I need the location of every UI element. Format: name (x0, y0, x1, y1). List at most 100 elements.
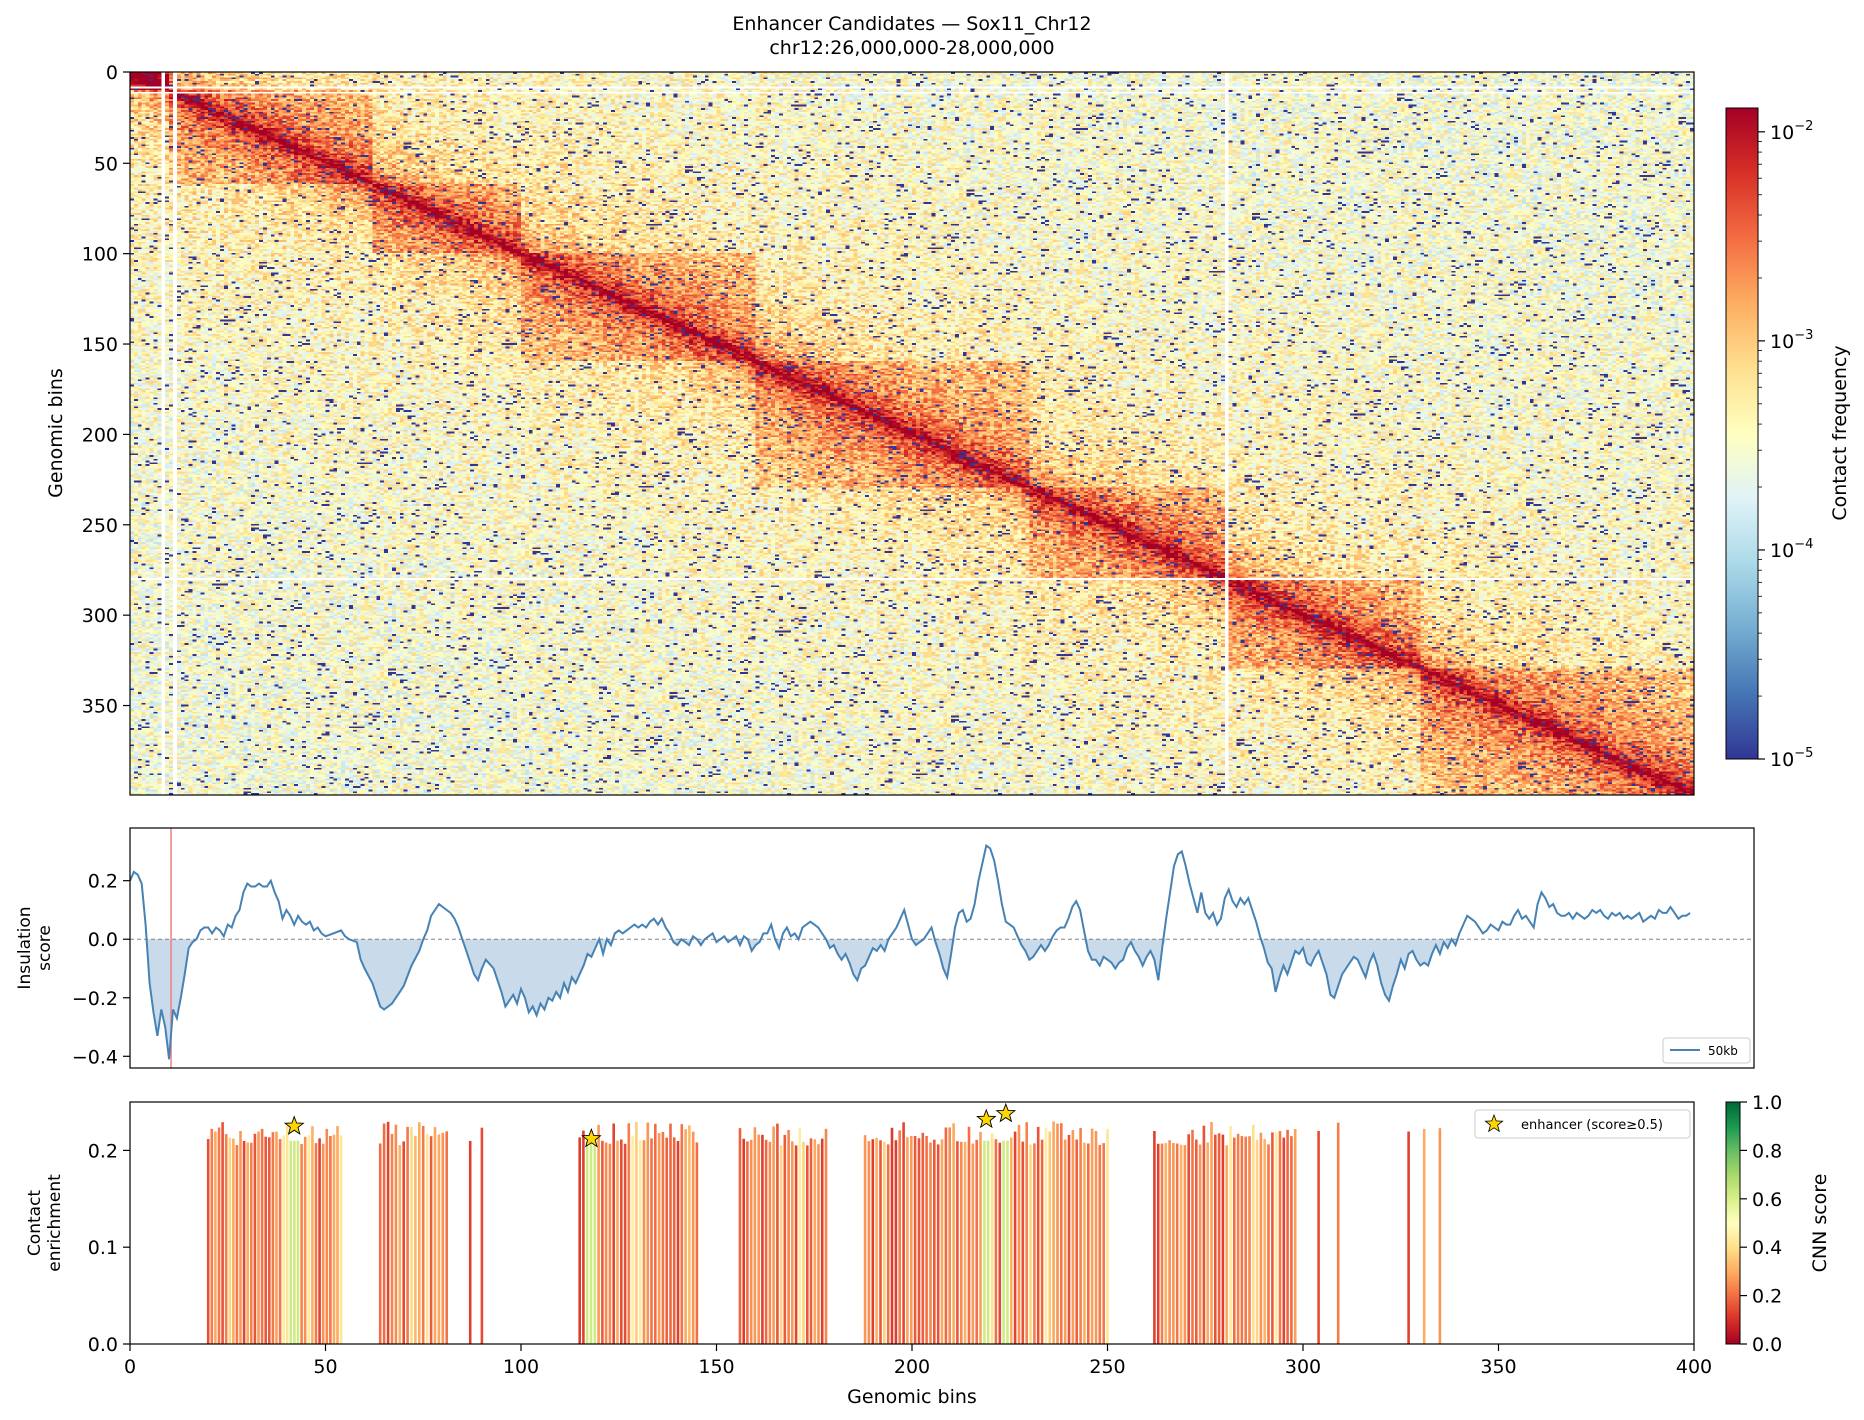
enrichment-bar (1202, 1125, 1206, 1344)
enrichment-bar (986, 1140, 990, 1344)
enrichment-bar (480, 1127, 484, 1344)
enrichment-bar (1274, 1132, 1278, 1344)
enrichment-x-tick-label: 350 (1480, 1356, 1516, 1378)
enrichment-bar (1233, 1137, 1236, 1344)
enrichment-bar (791, 1141, 794, 1344)
enrichment-x-tick-label: 150 (698, 1356, 734, 1378)
enrichment-bar (809, 1138, 813, 1344)
enrichment-bar (239, 1131, 242, 1344)
enrichment-bar (1087, 1143, 1090, 1344)
enrichment-bar (1252, 1124, 1255, 1344)
enrichment-bar (425, 1133, 429, 1344)
enrichment-x-tick-label: 300 (1285, 1356, 1321, 1378)
enrichment-bar (676, 1141, 680, 1344)
enrichment-bar (863, 1135, 867, 1344)
enrichment-bar (894, 1140, 898, 1344)
enrichment-bar (738, 1128, 742, 1344)
contact-colorbar-ticks: 10−5 10−4 10−3 10−2 (1758, 119, 1813, 771)
insulation-y-tick-label: 0.2 (88, 871, 118, 893)
cnn-colorbar (1725, 1101, 1741, 1345)
enhancer-star-icon (1484, 1113, 1504, 1133)
enrichment-bar (318, 1138, 321, 1344)
enrichment-bar (990, 1133, 994, 1344)
enrichment-bar (1263, 1138, 1266, 1344)
cnn-colorbar-tick-label: 1.0 (1752, 1092, 1782, 1114)
enrichment-bar (1221, 1134, 1225, 1344)
enrichment-bar (1336, 1122, 1340, 1344)
enrichment-bar (210, 1128, 214, 1344)
enrichment-bar (275, 1131, 278, 1344)
enrichment-bar (1255, 1139, 1259, 1344)
enrichment-bar (1244, 1136, 1247, 1344)
enrichment-bar (960, 1141, 963, 1344)
enrichment-bar (1156, 1143, 1160, 1344)
enrichment-bar (798, 1127, 802, 1344)
enrichment-bar (278, 1139, 282, 1344)
enrichment-bar (1079, 1127, 1082, 1344)
enrichment-bar (616, 1140, 619, 1344)
enrichment-bar (1017, 1124, 1021, 1344)
enrichment-bar (871, 1139, 875, 1344)
enrichment-bar (642, 1140, 646, 1344)
enrichment-bar (1407, 1131, 1410, 1344)
enrichment-bar (1021, 1141, 1025, 1344)
enrichment-bar (285, 1126, 289, 1344)
enrichment-bar (983, 1140, 986, 1344)
chart-subtitle: chr12:26,000,000-28,000,000 (769, 37, 1054, 59)
enrichment-bar (1153, 1131, 1156, 1344)
enrichment-bar (1067, 1134, 1071, 1344)
enrichment-bar (913, 1136, 917, 1344)
enrichment-bar (394, 1124, 398, 1344)
contact-colorbar-label: Contact frequency (1829, 345, 1851, 520)
enrichment-bar (1187, 1134, 1190, 1344)
enrichment-bar (303, 1136, 307, 1344)
enrichment-bar (1006, 1140, 1009, 1344)
enhancer-star (581, 1128, 602, 1148)
enrichment-y-label-line1: Contact (25, 1190, 45, 1256)
heatmap-frame (129, 71, 1695, 796)
enrichment-bar (264, 1136, 267, 1344)
enrichment-bar (271, 1132, 275, 1344)
enrichment-bar (906, 1137, 909, 1344)
contact-colorbar-tick-label: 10−5 (1770, 746, 1813, 771)
enrichment-bar (300, 1144, 303, 1344)
enrichment-bar (1048, 1131, 1052, 1344)
enrichment-bar (806, 1145, 809, 1344)
cnn-colorbar-tick-label: 0.6 (1752, 1189, 1782, 1211)
enrichment-bar (1106, 1129, 1109, 1344)
enrichment-bar (768, 1141, 772, 1344)
enrichment-bar (232, 1138, 235, 1344)
enrichment-bar (1282, 1137, 1286, 1344)
contact-colorbar (1725, 107, 1759, 760)
enrichment-bar (944, 1127, 948, 1344)
enrichment-bar (242, 1140, 246, 1344)
enrichment-bar (296, 1140, 300, 1344)
enrichment-bar (886, 1144, 890, 1344)
enrichment-bar (902, 1122, 905, 1344)
enrichment-bar (975, 1139, 978, 1344)
enrichment-x-label: Genomic bins (847, 1386, 977, 1408)
enrichment-bar (1229, 1126, 1232, 1344)
enrichment-x-tick-label: 50 (313, 1356, 337, 1378)
enrichment-bar (1191, 1129, 1194, 1344)
enrichment-bar (402, 1141, 405, 1344)
enrichment-bar (1293, 1129, 1297, 1344)
enrichment-bar (293, 1140, 296, 1344)
enrichment-bar (437, 1134, 441, 1344)
enrichment-bar (410, 1126, 413, 1344)
enrichment-bar (1063, 1139, 1067, 1344)
enrichment-bar (246, 1142, 249, 1344)
chart-title: Enhancer Candidates — Sox11_Chr12 (732, 13, 1091, 35)
enrichment-bar (1002, 1140, 1005, 1344)
enrichment-bar (1214, 1134, 1217, 1344)
enrichment-bar (638, 1140, 642, 1344)
enrichment-bar (601, 1140, 604, 1344)
enrichment-x-tick-label: 400 (1676, 1356, 1712, 1378)
enrichment-bar (898, 1130, 901, 1344)
enrichment-bar (1102, 1143, 1105, 1344)
enrichment-bar (688, 1125, 691, 1344)
enrichment-bar (1248, 1136, 1251, 1344)
enrichment-bar (1267, 1144, 1270, 1344)
enrichment-bar (661, 1131, 665, 1344)
